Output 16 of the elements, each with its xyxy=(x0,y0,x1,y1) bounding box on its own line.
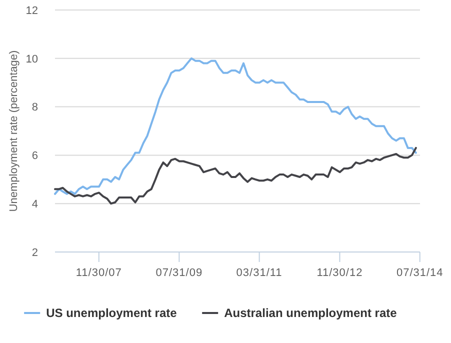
y-tick-label: 10 xyxy=(26,53,38,66)
x-tick-label: 07/31/14 xyxy=(396,267,444,279)
line-series xyxy=(54,146,417,205)
y-tick-label: 12 xyxy=(26,4,38,17)
x-tick-label: 03/31/11 xyxy=(236,267,282,279)
y-tick-label: 2 xyxy=(32,246,38,259)
x-tick-label: 07/31/09 xyxy=(156,267,203,279)
x-tick-label: 11/30/12 xyxy=(316,267,363,279)
y-tick-label: 4 xyxy=(32,198,38,210)
line-series xyxy=(54,57,417,195)
legend-label: Australian unemployment rate xyxy=(224,306,398,320)
y-tick-label: 6 xyxy=(32,150,38,162)
y-tick-label: 8 xyxy=(32,102,38,114)
x-tick-label: 11/30/07 xyxy=(76,267,122,279)
y-axis-title: Unemployment rate (percentage) xyxy=(8,50,20,212)
legend-label: US unemployment rate xyxy=(46,306,178,320)
